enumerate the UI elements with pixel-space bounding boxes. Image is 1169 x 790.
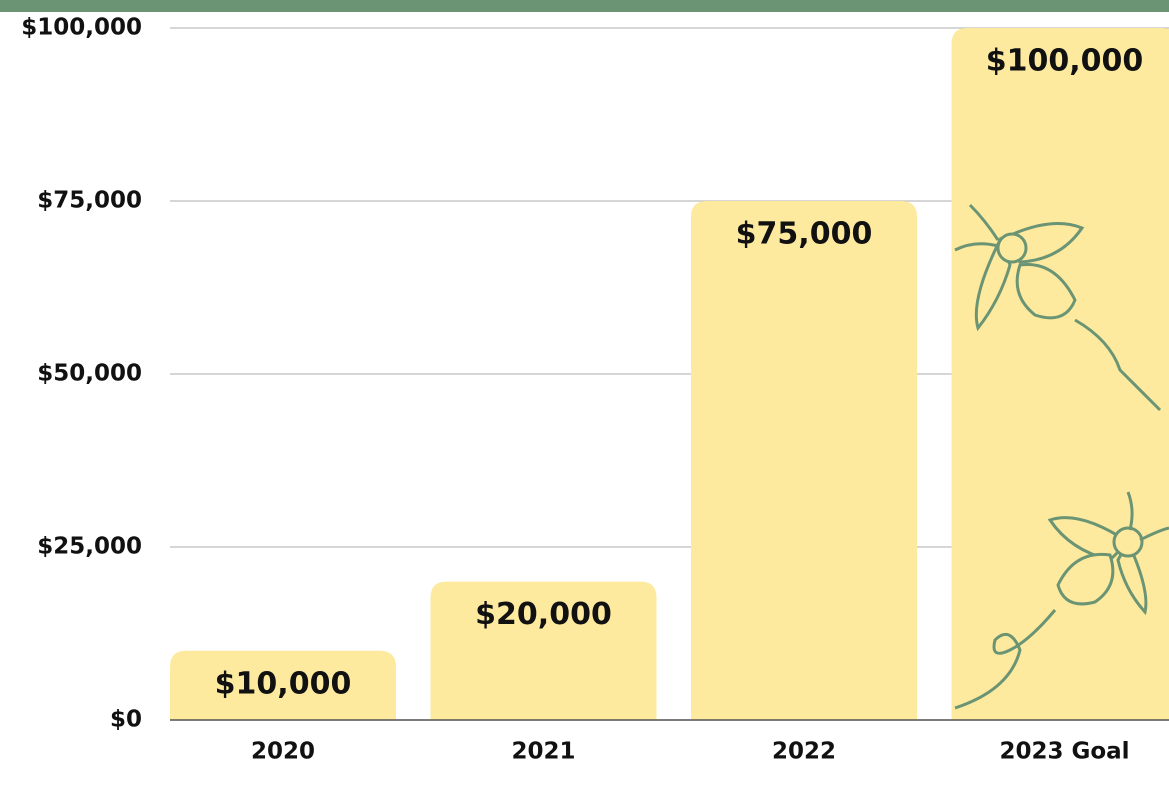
y-tick-label: $50,000 — [37, 361, 142, 387]
chart: $0 $25,000 $50,000 $75,000 $100,000 2020 $10,… — [0, 0, 1169, 790]
value-label: $75,000 — [736, 217, 873, 252]
y-tick-label: $75,000 — [37, 188, 142, 214]
value-label: $20,000 — [475, 597, 612, 632]
banner — [0, 0, 1169, 12]
y-tick-label: $0 — [110, 707, 142, 733]
x-tick-label: 2021 — [511, 739, 575, 765]
y-tick-label: $25,000 — [37, 534, 142, 560]
x-tick-label: 2020 — [251, 739, 315, 765]
bar — [952, 28, 1169, 720]
value-label: $100,000 — [986, 44, 1144, 79]
y-tick-label: $100,000 — [21, 15, 142, 41]
bee-decoration — [998, 234, 1026, 262]
x-tick-label: 2022 — [772, 739, 836, 765]
bee-decoration — [1114, 528, 1142, 556]
value-label: $10,000 — [215, 666, 352, 701]
bar — [691, 201, 917, 720]
x-tick-label: 2023 Goal — [999, 739, 1129, 765]
